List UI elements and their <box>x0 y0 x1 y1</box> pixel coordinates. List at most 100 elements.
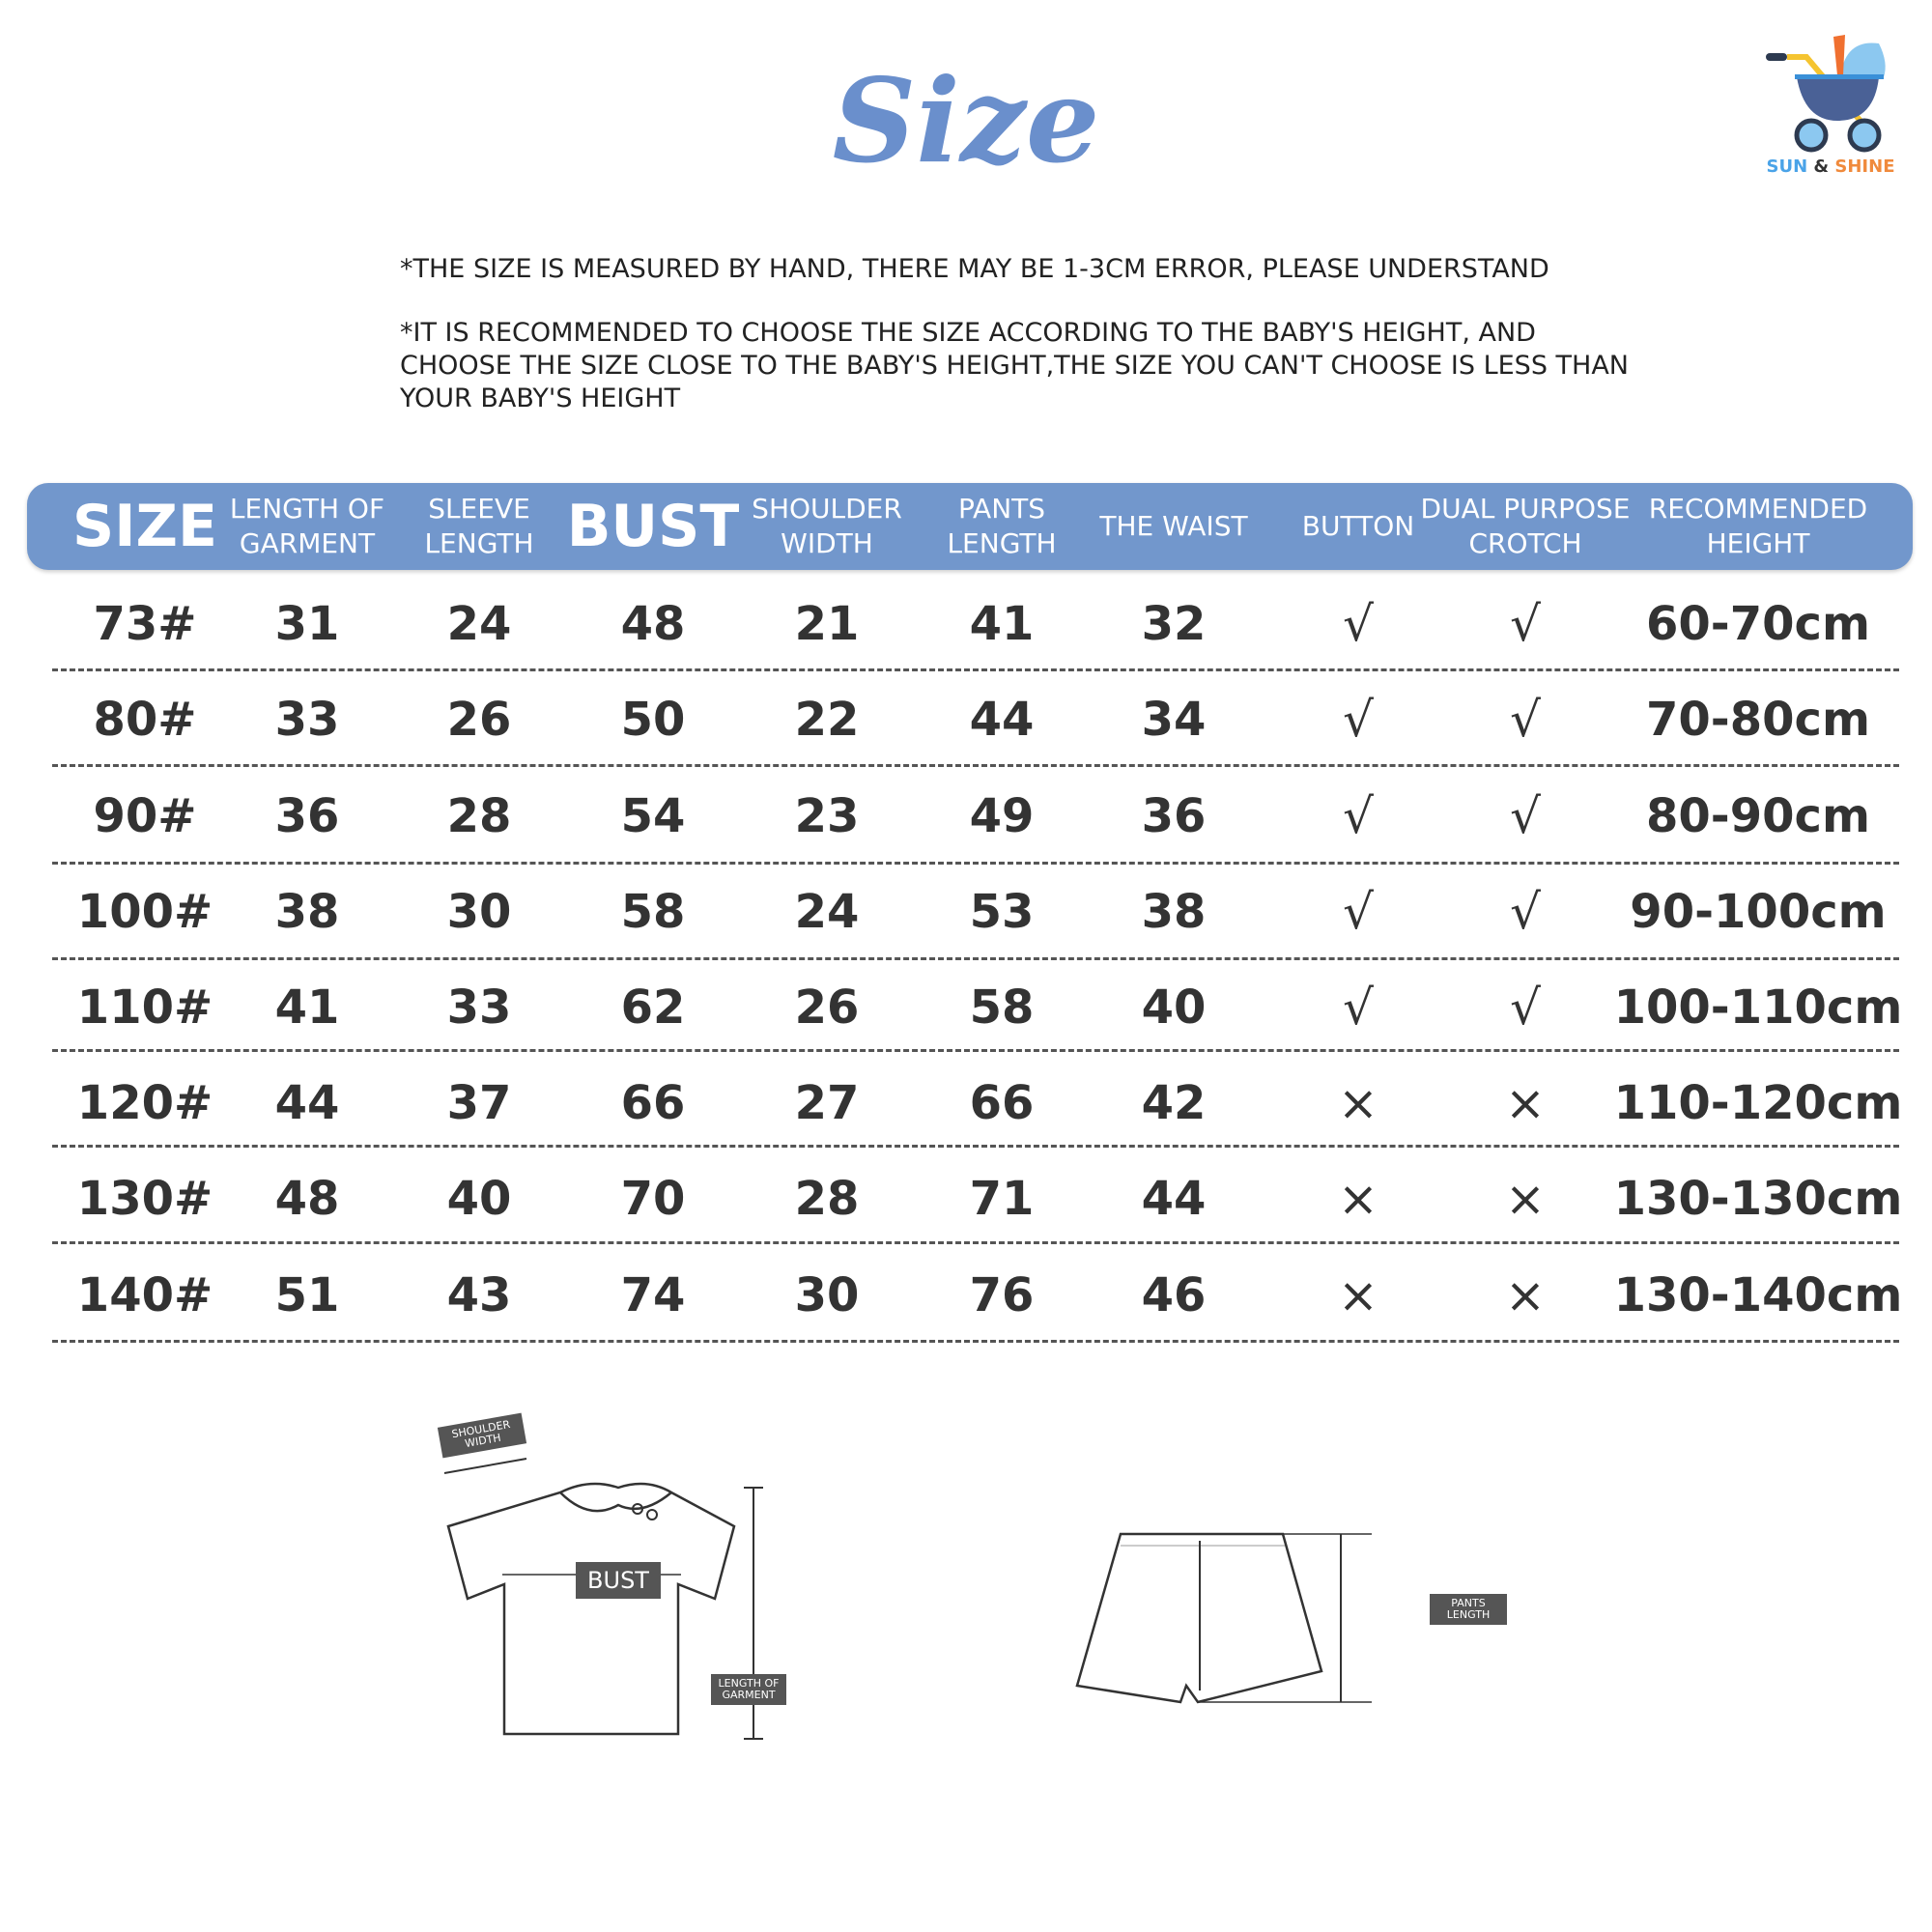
cell-button: × <box>1338 1170 1378 1227</box>
cell-shoulder-width: 22 <box>794 692 860 747</box>
cell-size: 73# <box>93 596 197 651</box>
cell-shoulder-width: 21 <box>794 596 860 651</box>
cell-size: 130# <box>76 1171 213 1226</box>
cell-pants-length: 76 <box>969 1267 1035 1322</box>
cell-bust: 58 <box>620 884 686 939</box>
cell-shoulder-width: 23 <box>794 788 860 843</box>
cell-size: 100# <box>76 884 213 939</box>
cell-sleeve-length: 26 <box>446 692 512 747</box>
cell-button: × <box>1338 1266 1378 1323</box>
header-bust: BUST <box>566 493 740 560</box>
cell-recommended-height: 70-80cm <box>1646 692 1870 747</box>
cell-bust: 50 <box>620 692 686 747</box>
row-divider <box>52 1241 1899 1244</box>
size-notes: *THE SIZE IS MEASURED BY HAND, THERE MAY… <box>400 253 1656 446</box>
cell-dual-purpose-crotch: √ <box>1510 595 1541 652</box>
cell-button: √ <box>1343 883 1374 940</box>
cell-recommended-height: 90-100cm <box>1630 884 1887 939</box>
cell-waist: 46 <box>1141 1267 1207 1322</box>
row-divider <box>52 1145 1899 1148</box>
cell-size: 120# <box>76 1075 213 1130</box>
cell-shoulder-width: 24 <box>794 884 860 939</box>
cell-recommended-height: 80-90cm <box>1646 788 1870 843</box>
cell-recommended-height: 110-120cm <box>1613 1075 1903 1130</box>
cell-sleeve-length: 40 <box>446 1171 512 1226</box>
header-waist: THE WAIST <box>1099 510 1248 542</box>
table-row: 73# 31 24 48 21 41 32 √ √ 60-70cm <box>0 576 1932 671</box>
cell-pants-length: 71 <box>969 1171 1035 1226</box>
cell-size: 110# <box>76 980 213 1035</box>
cell-dual-purpose-crotch: √ <box>1510 883 1541 940</box>
header-sleeve-length: SLEEVE LENGTH <box>424 493 534 559</box>
cell-sleeve-length: 37 <box>446 1075 512 1130</box>
cell-bust: 74 <box>620 1267 686 1322</box>
pants-length-label: PANTS LENGTH <box>1430 1594 1507 1625</box>
header-shoulder-width: SHOULDER WIDTH <box>752 493 902 559</box>
logo-shine: SHINE <box>1834 156 1895 177</box>
tshirt-diagram <box>443 1458 763 1740</box>
cell-sleeve-length: 30 <box>446 884 512 939</box>
note-measurement: *THE SIZE IS MEASURED BY HAND, THERE MAY… <box>400 254 1549 284</box>
cell-pants-length: 53 <box>969 884 1035 939</box>
page-title: Size <box>832 53 1100 189</box>
cell-pants-length: 44 <box>969 692 1035 747</box>
row-divider <box>52 668 1899 671</box>
cell-garment-length: 38 <box>274 884 340 939</box>
cell-garment-length: 33 <box>274 692 340 747</box>
row-divider <box>52 1049 1899 1052</box>
brand-logo: SUN & SHINE <box>1748 29 1913 193</box>
row-divider <box>52 957 1899 960</box>
cell-shoulder-width: 26 <box>794 980 860 1035</box>
cell-recommended-height: 130-130cm <box>1613 1171 1903 1226</box>
cell-sleeve-length: 43 <box>446 1267 512 1322</box>
cell-button: × <box>1338 1074 1378 1131</box>
logo-text: SUN & SHINE <box>1748 156 1913 177</box>
cell-waist: 38 <box>1141 884 1207 939</box>
cell-pants-length: 66 <box>969 1075 1035 1130</box>
cell-dual-purpose-crotch: √ <box>1510 979 1541 1036</box>
cell-waist: 42 <box>1141 1075 1207 1130</box>
cell-dual-purpose-crotch: √ <box>1510 691 1541 748</box>
cell-size: 140# <box>76 1267 213 1322</box>
cell-bust: 54 <box>620 788 686 843</box>
table-row: 100# 38 30 58 24 53 38 √ √ 90-100cm <box>0 864 1932 959</box>
header-dual-purpose-crotch: DUAL PURPOSE CROTCH <box>1420 493 1631 559</box>
row-divider <box>52 1340 1899 1343</box>
note-recommendation: *IT IS RECOMMENDED TO CHOOSE THE SIZE AC… <box>400 318 1630 413</box>
cell-pants-length: 41 <box>969 596 1035 651</box>
row-divider <box>52 862 1899 865</box>
cell-size: 90# <box>93 788 197 843</box>
cell-waist: 40 <box>1141 980 1207 1035</box>
logo-amp: & <box>1813 156 1830 177</box>
cell-sleeve-length: 33 <box>446 980 512 1035</box>
cell-bust: 70 <box>620 1171 686 1226</box>
cell-dual-purpose-crotch: × <box>1505 1170 1546 1227</box>
cell-garment-length: 51 <box>274 1267 340 1322</box>
cell-garment-length: 48 <box>274 1171 340 1226</box>
cell-waist: 34 <box>1141 692 1207 747</box>
cell-waist: 36 <box>1141 788 1207 843</box>
cell-size: 80# <box>93 692 197 747</box>
table-row: 110# 41 33 62 26 58 40 √ √ 100-110cm <box>0 959 1932 1055</box>
cell-waist: 32 <box>1141 596 1207 651</box>
garment-length-label: LENGTH OF GARMENT <box>711 1674 786 1705</box>
cell-recommended-height: 130-140cm <box>1613 1267 1903 1322</box>
cell-bust: 62 <box>620 980 686 1035</box>
cell-dual-purpose-crotch: √ <box>1510 787 1541 844</box>
header-pants-length: PANTS LENGTH <box>947 493 1057 559</box>
table-row: 80# 33 26 50 22 44 34 √ √ 70-80cm <box>0 671 1932 767</box>
cell-pants-length: 58 <box>969 980 1035 1035</box>
cell-dual-purpose-crotch: × <box>1505 1074 1546 1131</box>
cell-shoulder-width: 28 <box>794 1171 860 1226</box>
cell-sleeve-length: 28 <box>446 788 512 843</box>
header-button: BUTTON <box>1301 510 1415 542</box>
stroller-icon <box>1766 35 1886 153</box>
cell-dual-purpose-crotch: × <box>1505 1266 1546 1323</box>
table-row: 140# 51 43 74 30 76 46 × × 130-140cm <box>0 1247 1932 1343</box>
header-size: SIZE <box>71 493 218 560</box>
header-garment-length: LENGTH OF GARMENT <box>229 493 385 559</box>
cell-shoulder-width: 27 <box>794 1075 860 1130</box>
cell-garment-length: 44 <box>274 1075 340 1130</box>
cell-button: √ <box>1343 595 1374 652</box>
cell-garment-length: 31 <box>274 596 340 651</box>
